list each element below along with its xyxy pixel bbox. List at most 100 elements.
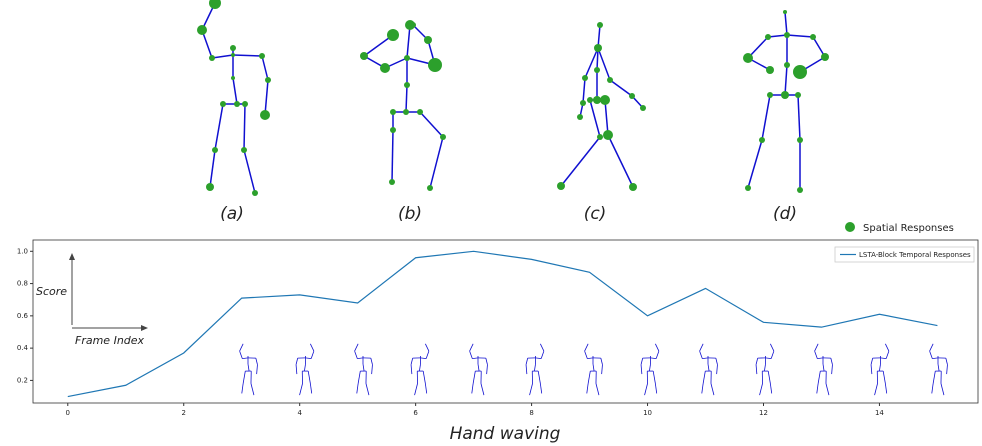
bone xyxy=(212,55,233,58)
joint xyxy=(743,53,753,63)
joint xyxy=(629,93,635,99)
mini-bone xyxy=(818,371,820,383)
joint xyxy=(784,62,790,68)
joint xyxy=(427,185,433,191)
y-tick-label: 1.0 xyxy=(17,247,28,255)
bone xyxy=(262,56,268,80)
mini-bone xyxy=(421,358,427,359)
mini-bone xyxy=(411,358,413,364)
joint xyxy=(390,109,396,115)
joint xyxy=(241,147,247,153)
mini-bone xyxy=(540,344,544,351)
bone xyxy=(610,80,632,96)
mini-bone xyxy=(655,344,659,351)
x-tick-label: 14 xyxy=(875,409,884,417)
joint xyxy=(766,66,774,74)
mini-bone xyxy=(645,384,648,396)
joint xyxy=(265,77,271,83)
bone xyxy=(583,78,585,103)
mini-bone xyxy=(602,365,603,374)
mini-bone xyxy=(768,371,770,383)
joint xyxy=(557,182,565,190)
mini-bone xyxy=(883,371,885,383)
mini-bone xyxy=(472,358,478,359)
mini-bone xyxy=(587,384,588,394)
mini-bone xyxy=(655,384,656,394)
mini-bone xyxy=(311,351,314,359)
bone xyxy=(233,55,262,56)
mini-bone xyxy=(425,384,426,394)
figure: (a) (b) (c) (d) Spatial Responses Score … xyxy=(0,0,982,446)
mini-bone xyxy=(355,351,358,359)
joint xyxy=(231,76,235,80)
mini-bone xyxy=(363,364,364,371)
mini-bone xyxy=(817,384,818,394)
mini-bone xyxy=(885,344,889,351)
y-tick-label: 0.6 xyxy=(17,312,29,320)
joint xyxy=(242,101,248,107)
mini-bone xyxy=(932,358,938,359)
bone xyxy=(798,95,800,140)
joint xyxy=(234,101,240,107)
joint xyxy=(197,25,207,35)
mini-bone xyxy=(649,364,650,371)
bone xyxy=(748,140,762,188)
bone xyxy=(785,12,787,35)
joint xyxy=(387,29,399,41)
panel-label: (c) xyxy=(584,204,607,224)
bone xyxy=(233,78,237,104)
mini-bone xyxy=(357,384,358,394)
joint xyxy=(206,183,214,191)
mini-bone xyxy=(538,371,540,383)
x-tick-label: 10 xyxy=(643,409,652,417)
joint xyxy=(640,105,646,111)
mini-bone xyxy=(248,364,249,371)
mini-bone xyxy=(716,358,718,364)
mini-bone xyxy=(641,358,643,364)
joint xyxy=(428,58,442,72)
mini-bone xyxy=(702,384,703,394)
joint xyxy=(594,67,600,73)
mini-bone xyxy=(879,364,880,371)
joint xyxy=(793,65,807,79)
mini-bone xyxy=(240,351,243,359)
bone xyxy=(265,80,268,115)
mini-bone xyxy=(946,358,948,364)
mini-bone xyxy=(585,344,589,351)
mini-bone xyxy=(478,364,479,371)
mini-bone xyxy=(831,358,833,364)
mini-bone xyxy=(256,358,258,364)
mini-bone xyxy=(355,344,359,351)
mini-bone xyxy=(415,384,418,396)
mini-bone xyxy=(815,351,818,359)
joint xyxy=(597,134,603,140)
mini-bone xyxy=(296,365,297,374)
joint xyxy=(797,137,803,143)
mini-bone xyxy=(641,365,642,374)
joint xyxy=(629,183,637,191)
joint xyxy=(765,34,771,40)
mini-bone xyxy=(310,344,314,351)
legend-marker xyxy=(845,222,855,232)
joint xyxy=(404,82,410,88)
mini-bone xyxy=(756,365,757,374)
x-tick-label: 0 xyxy=(66,409,70,417)
mini-bone xyxy=(708,364,709,371)
mini-bone xyxy=(881,358,887,359)
joint xyxy=(380,63,390,73)
mini-bone xyxy=(593,364,594,371)
bone xyxy=(585,48,598,78)
mini-bone xyxy=(651,358,657,359)
mini-bone xyxy=(596,384,599,396)
x-tick-label: 6 xyxy=(413,409,418,417)
joint xyxy=(360,52,368,60)
mini-bone xyxy=(366,384,369,396)
joint xyxy=(417,109,423,115)
joint xyxy=(404,55,410,61)
joint xyxy=(582,75,588,81)
joint xyxy=(781,91,789,99)
mini-bone xyxy=(251,384,254,396)
mini-bone xyxy=(875,384,878,396)
bone xyxy=(420,112,443,137)
mini-bone xyxy=(815,344,819,351)
